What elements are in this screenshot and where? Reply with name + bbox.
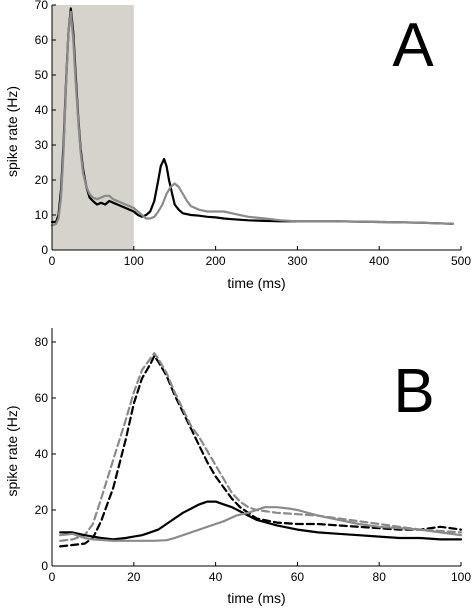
y-axis-label: spike rate (Hz) xyxy=(4,86,20,177)
x-tick-label: 80 xyxy=(373,570,387,584)
y-tick-label: 70 xyxy=(35,0,49,12)
y-tick-label: 40 xyxy=(35,447,49,461)
y-tick-label: 0 xyxy=(41,243,48,257)
y-tick-label: 50 xyxy=(35,68,49,82)
x-axis-label: time (ms) xyxy=(227,590,285,606)
panel-b: 0 20 40 60 80 100 0 20 40 60 80 time (ms) spike rate… xyxy=(4,328,471,606)
x-tick-label: 400 xyxy=(369,254,389,268)
y-tick-label: 10 xyxy=(35,208,49,222)
y-tick-label: 60 xyxy=(35,33,49,47)
series-line-4 xyxy=(59,506,463,542)
x-tick-label: 500 xyxy=(451,254,471,268)
x-tick-label: 20 xyxy=(127,570,141,584)
panel-a: 0 100 200 300 400 500 0 10 20 30 40 50 60 70 time (ms)… xyxy=(4,0,471,291)
y-tick-label: 20 xyxy=(35,173,49,187)
shaded-region xyxy=(52,5,134,250)
x-tick-label: 300 xyxy=(287,254,307,268)
x-axis-label: time (ms) xyxy=(227,275,285,291)
x-tick-label: 40 xyxy=(209,570,223,584)
y-tick-label: 40 xyxy=(35,103,49,117)
x-tick-label: 0 xyxy=(49,254,56,268)
panel-letter: A xyxy=(392,11,434,80)
x-tick-label: 100 xyxy=(451,570,471,584)
x-tick-label: 60 xyxy=(291,570,305,584)
series-line-2 xyxy=(50,10,454,227)
y-tick-label: 80 xyxy=(35,335,49,349)
y-tick-label: 60 xyxy=(35,391,49,405)
series-line-2 xyxy=(59,352,463,542)
y-axis-label: spike rate (Hz) xyxy=(4,405,20,496)
series-line-3 xyxy=(59,500,463,541)
y-tick-label: 20 xyxy=(35,503,49,517)
y-tick-label: 30 xyxy=(35,138,49,152)
x-tick-label: 0 xyxy=(49,570,56,584)
x-tick-label: 200 xyxy=(206,254,226,268)
y-tick-label: 0 xyxy=(41,559,48,573)
x-tick-label: 100 xyxy=(124,254,144,268)
series-line-1 xyxy=(59,354,463,548)
panel-letter: B xyxy=(393,357,434,426)
